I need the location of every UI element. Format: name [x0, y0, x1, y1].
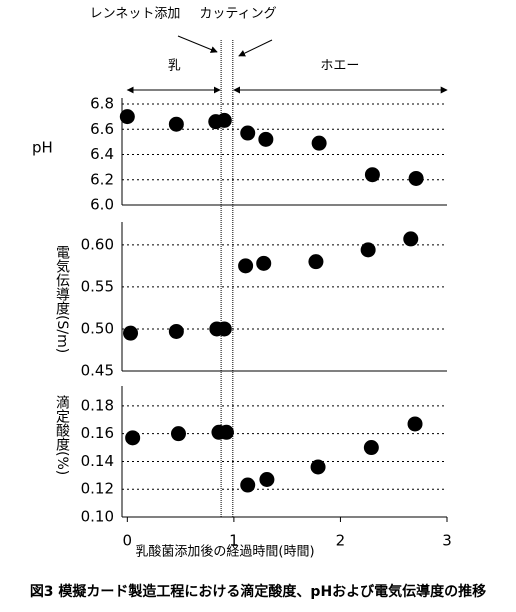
x-tick-label: 3: [442, 532, 452, 550]
y-tick-label: 6.2: [90, 170, 114, 188]
phase-label: ホエー: [320, 59, 359, 74]
y-tick-label: 6.0: [90, 196, 114, 214]
y-tick-label: 6.8: [90, 95, 114, 113]
point: [360, 242, 376, 258]
point: [310, 459, 326, 475]
point: [238, 258, 254, 274]
y-tick-label: 0.18: [81, 396, 114, 414]
y-tick-label: 0.45: [81, 362, 114, 380]
point: [408, 170, 424, 186]
y-axis-label: 滴定酸度(%): [54, 394, 70, 475]
arrow: [177, 35, 218, 53]
y-tick-label: 0.50: [81, 319, 114, 337]
y-tick-label: 6.4: [90, 145, 114, 163]
point: [363, 440, 379, 456]
y-tick-label: 0.60: [81, 235, 114, 253]
y-axis-label: 電気伝導度(S/m): [54, 245, 70, 353]
point: [168, 323, 184, 339]
point: [240, 125, 256, 141]
y-axis-label: pH: [32, 139, 53, 157]
x-axis-label: 乳酸菌添加後の経過時間(時間): [135, 545, 314, 560]
point: [311, 135, 327, 151]
point: [170, 426, 186, 442]
x-tick-label: 2: [336, 532, 346, 550]
marker-label: レンネット添加: [90, 7, 181, 22]
point: [125, 430, 141, 446]
point: [123, 325, 139, 341]
x-tick-label: 0: [123, 532, 133, 550]
y-tick-label: 6.6: [90, 120, 114, 138]
point: [308, 254, 324, 270]
arrow: [238, 39, 273, 57]
point: [216, 112, 232, 128]
y-tick-label: 0.10: [81, 508, 114, 526]
point: [258, 131, 274, 147]
point: [256, 255, 272, 271]
y-tick-label: 0.12: [81, 480, 114, 498]
point: [218, 424, 234, 440]
point: [403, 231, 419, 247]
point: [259, 472, 275, 487]
point: [407, 416, 423, 432]
point: [364, 167, 380, 183]
point: [119, 109, 135, 125]
point: [168, 116, 184, 132]
y-tick-label: 0.14: [81, 452, 114, 470]
marker-label: カッティング: [199, 7, 276, 22]
point: [216, 321, 232, 337]
phase-label: 乳: [168, 59, 181, 74]
y-tick-label: 0.16: [81, 424, 114, 442]
caption: 図3 模擬カード製造工程における滴定酸度、pHおよび電気伝導度の推移: [30, 583, 486, 600]
point: [240, 477, 256, 493]
x-tick-label: 1: [229, 532, 239, 550]
y-tick-label: 0.55: [81, 277, 114, 295]
